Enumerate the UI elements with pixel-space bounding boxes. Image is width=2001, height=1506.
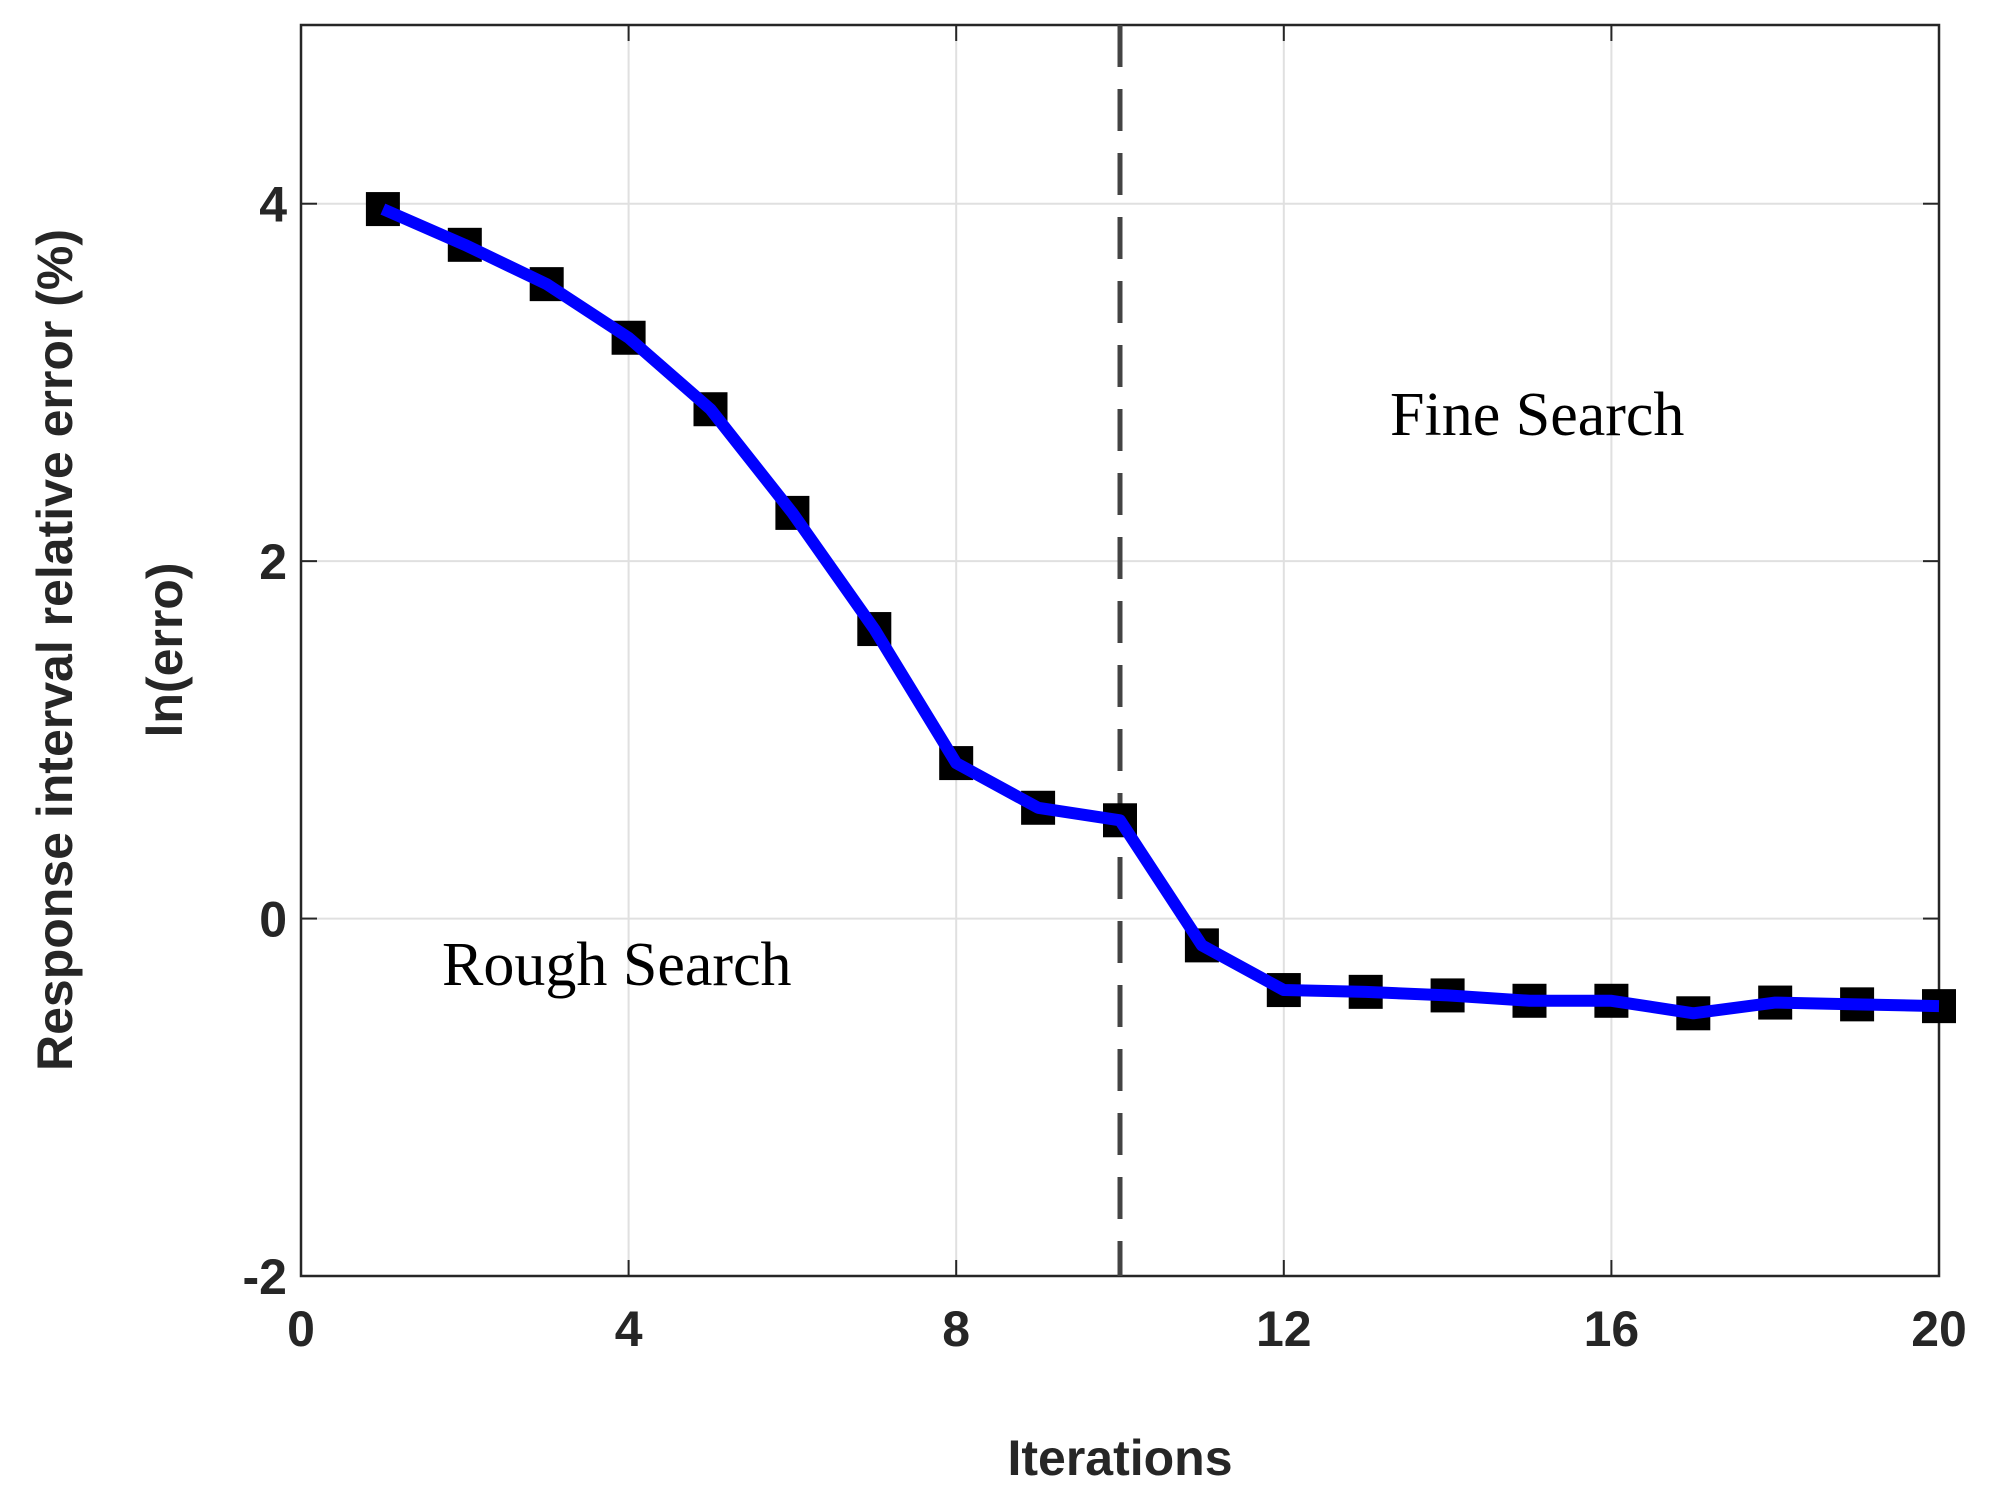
x-tick-label: 0 bbox=[287, 1301, 315, 1357]
annotation: Fine Search bbox=[1390, 381, 1684, 449]
x-axis-label: Iterations bbox=[1007, 1430, 1232, 1486]
annotation: Rough Search bbox=[442, 931, 792, 999]
x-tick-label: 20 bbox=[1911, 1301, 1967, 1357]
labels: Iterations Response interval relative er… bbox=[27, 177, 1967, 1486]
y-tick-label: 0 bbox=[259, 892, 287, 948]
marks bbox=[365, 25, 1956, 1276]
x-tick-label: 4 bbox=[615, 1301, 643, 1357]
x-tick-label: 16 bbox=[1584, 1301, 1640, 1357]
y-axis-label: ln(erro) bbox=[137, 563, 193, 738]
x-tick-label: 12 bbox=[1256, 1301, 1312, 1357]
y-tick-label: 2 bbox=[259, 534, 287, 590]
y-tick-label: 4 bbox=[259, 177, 287, 233]
x-tick-label: 8 bbox=[942, 1301, 970, 1357]
y-axis-label: Response interval relative error (%) bbox=[27, 229, 83, 1071]
series-line bbox=[380, 203, 1940, 1020]
y-tick-label: -2 bbox=[243, 1249, 287, 1305]
